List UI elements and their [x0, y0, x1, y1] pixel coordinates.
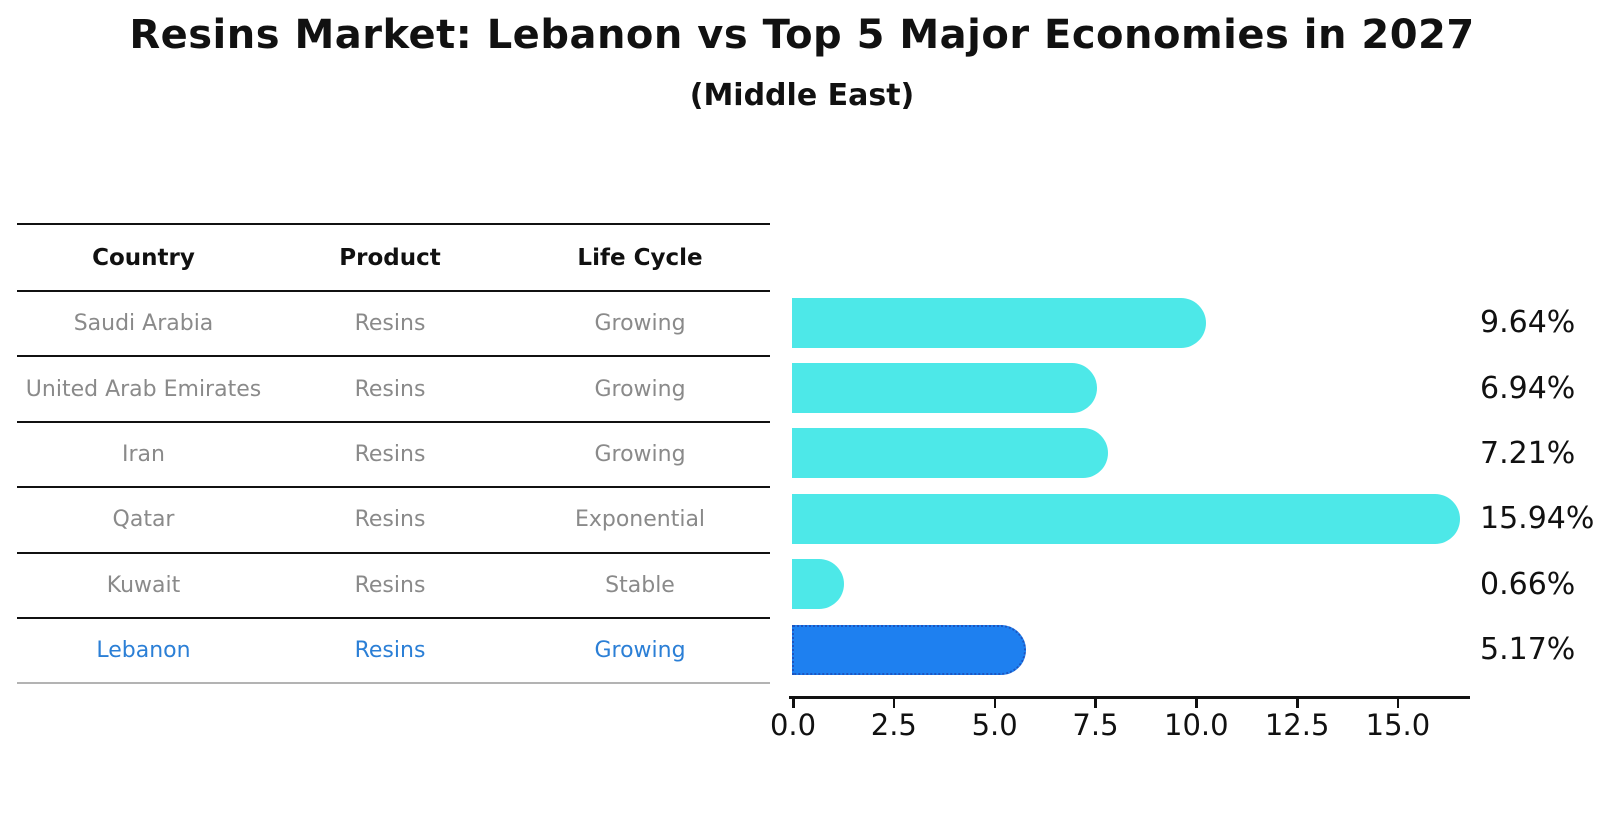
table-row: Qatar Resins Exponential [17, 488, 770, 554]
table-cell-country: Lebanon [96, 638, 191, 664]
x-axis-tick-label: 2.5 [870, 708, 917, 742]
table-cell-life-cycle: Growing [594, 376, 686, 402]
bar-kuwait [792, 559, 844, 610]
table-row: Saudi Arabia Resins Growing [17, 292, 770, 358]
table-cell-country: Qatar [112, 507, 175, 533]
bar-iran [792, 428, 1108, 479]
bar-value-label: 6.94% [1480, 370, 1576, 406]
x-axis-line [789, 696, 1470, 699]
table-cell-product: Resins [354, 572, 426, 598]
table-cell-country: United Arab Emirates [25, 376, 262, 402]
table-cell-product: Resins [354, 507, 426, 533]
x-axis-tick [1396, 698, 1400, 708]
table-row: Iran Resins Growing [17, 423, 770, 489]
table-cell-product: Resins [354, 376, 426, 402]
bar-qatar [792, 493, 1460, 544]
table-cell-country: Iran [122, 441, 165, 467]
country-table: Country Product Life Cycle Saudi Arabia R… [17, 223, 770, 685]
bar-value-label: 9.64% [1480, 305, 1576, 341]
x-axis-tick [792, 698, 795, 708]
bar-value-label: 15.94% [1480, 501, 1595, 537]
table-cell-product: Resins [354, 441, 426, 467]
x-axis-tick-label: 7.5 [1072, 708, 1119, 742]
table-row: Lebanon Resins Growing [17, 619, 770, 685]
table-header-row: Country Product Life Cycle [17, 225, 770, 292]
table-row: United Arab Emirates Resins Growing [17, 357, 770, 423]
table-header-product: Product [339, 244, 441, 271]
x-axis-tick [1094, 698, 1097, 708]
x-axis-tick [892, 698, 896, 708]
table-body: Saudi Arabia Resins Growing United Arab Emi… [17, 292, 770, 685]
table-cell-country: Kuwait [106, 572, 181, 598]
chart-title: Resins Market: Lebanon vs Top 5 Major Ec… [129, 12, 1475, 58]
table-header-country: Country [92, 244, 195, 271]
bar-saudi-arabia [792, 297, 1206, 348]
bar-value-label: 5.17% [1480, 632, 1576, 668]
x-axis-tick-label: 15.0 [1365, 708, 1431, 742]
table-cell-product: Resins [354, 638, 426, 664]
bar-highlighted-lebanon [792, 624, 1026, 675]
table-cell-country: Saudi Arabia [73, 311, 214, 337]
table-row: Kuwait Resins Stable [17, 554, 770, 619]
table-cell-life-cycle: Stable [605, 572, 675, 598]
x-axis-tick-label: 12.5 [1264, 708, 1330, 742]
table-cell-life-cycle: Exponential [574, 507, 706, 533]
x-axis-tick [1195, 698, 1198, 708]
table-cell-product: Resins [354, 311, 426, 337]
x-axis-tick-label: 10.0 [1164, 708, 1229, 742]
bar-value-label: 0.66% [1480, 566, 1576, 602]
chart-subtitle: (Middle East) [689, 78, 915, 113]
table-cell-life-cycle: Growing [594, 441, 686, 467]
bar-value-label: 7.21% [1480, 435, 1576, 471]
table-cell-life-cycle: Growing [594, 638, 686, 664]
x-axis-tick-label: 5.0 [971, 708, 1018, 742]
table-header-life-cycle: Life Cycle [577, 244, 703, 271]
table-cell-life-cycle: Growing [594, 311, 686, 337]
bar-united-arab-emirates [792, 363, 1097, 414]
x-axis-tick [993, 698, 997, 708]
x-axis-tick-label: 0.0 [769, 708, 817, 742]
x-axis-tick [1296, 698, 1299, 708]
